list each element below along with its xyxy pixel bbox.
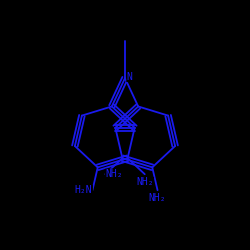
Text: NH₂: NH₂	[105, 169, 123, 179]
Text: N: N	[127, 72, 132, 82]
Text: H₂N: H₂N	[75, 185, 92, 195]
Text: NH₂: NH₂	[136, 177, 154, 187]
Text: NH₂: NH₂	[149, 193, 166, 203]
